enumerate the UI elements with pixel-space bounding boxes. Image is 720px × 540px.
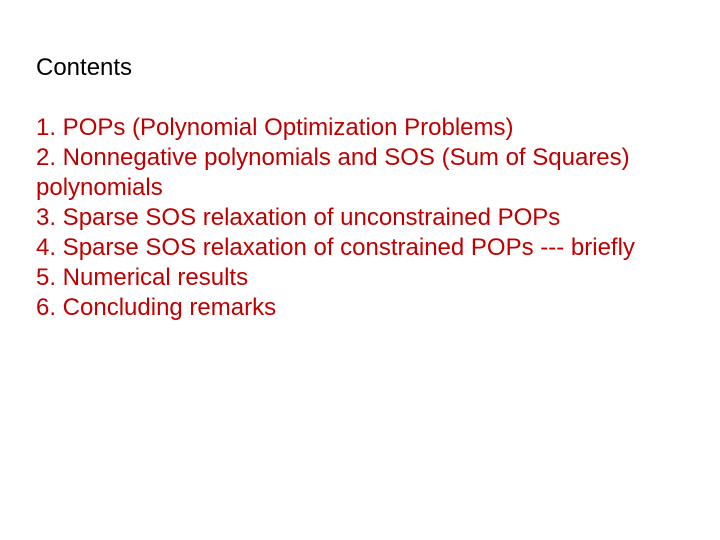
contents-heading: Contents: [36, 54, 684, 83]
list-item: 6. Concluding remarks: [36, 293, 684, 323]
list-item: 3. Sparse SOS relaxation of unconstraine…: [36, 203, 684, 233]
list-item: 5. Numerical results: [36, 263, 684, 293]
list-item: 1. POPs (Polynomial Optimization Problem…: [36, 113, 684, 143]
list-item: 4. Sparse SOS relaxation of constrained …: [36, 233, 684, 263]
slide: Contents 1. POPs (Polynomial Optimizatio…: [0, 0, 720, 540]
contents-list: 1. POPs (Polynomial Optimization Problem…: [36, 113, 684, 323]
list-item: 2. Nonnegative polynomials and SOS (Sum …: [36, 143, 684, 203]
